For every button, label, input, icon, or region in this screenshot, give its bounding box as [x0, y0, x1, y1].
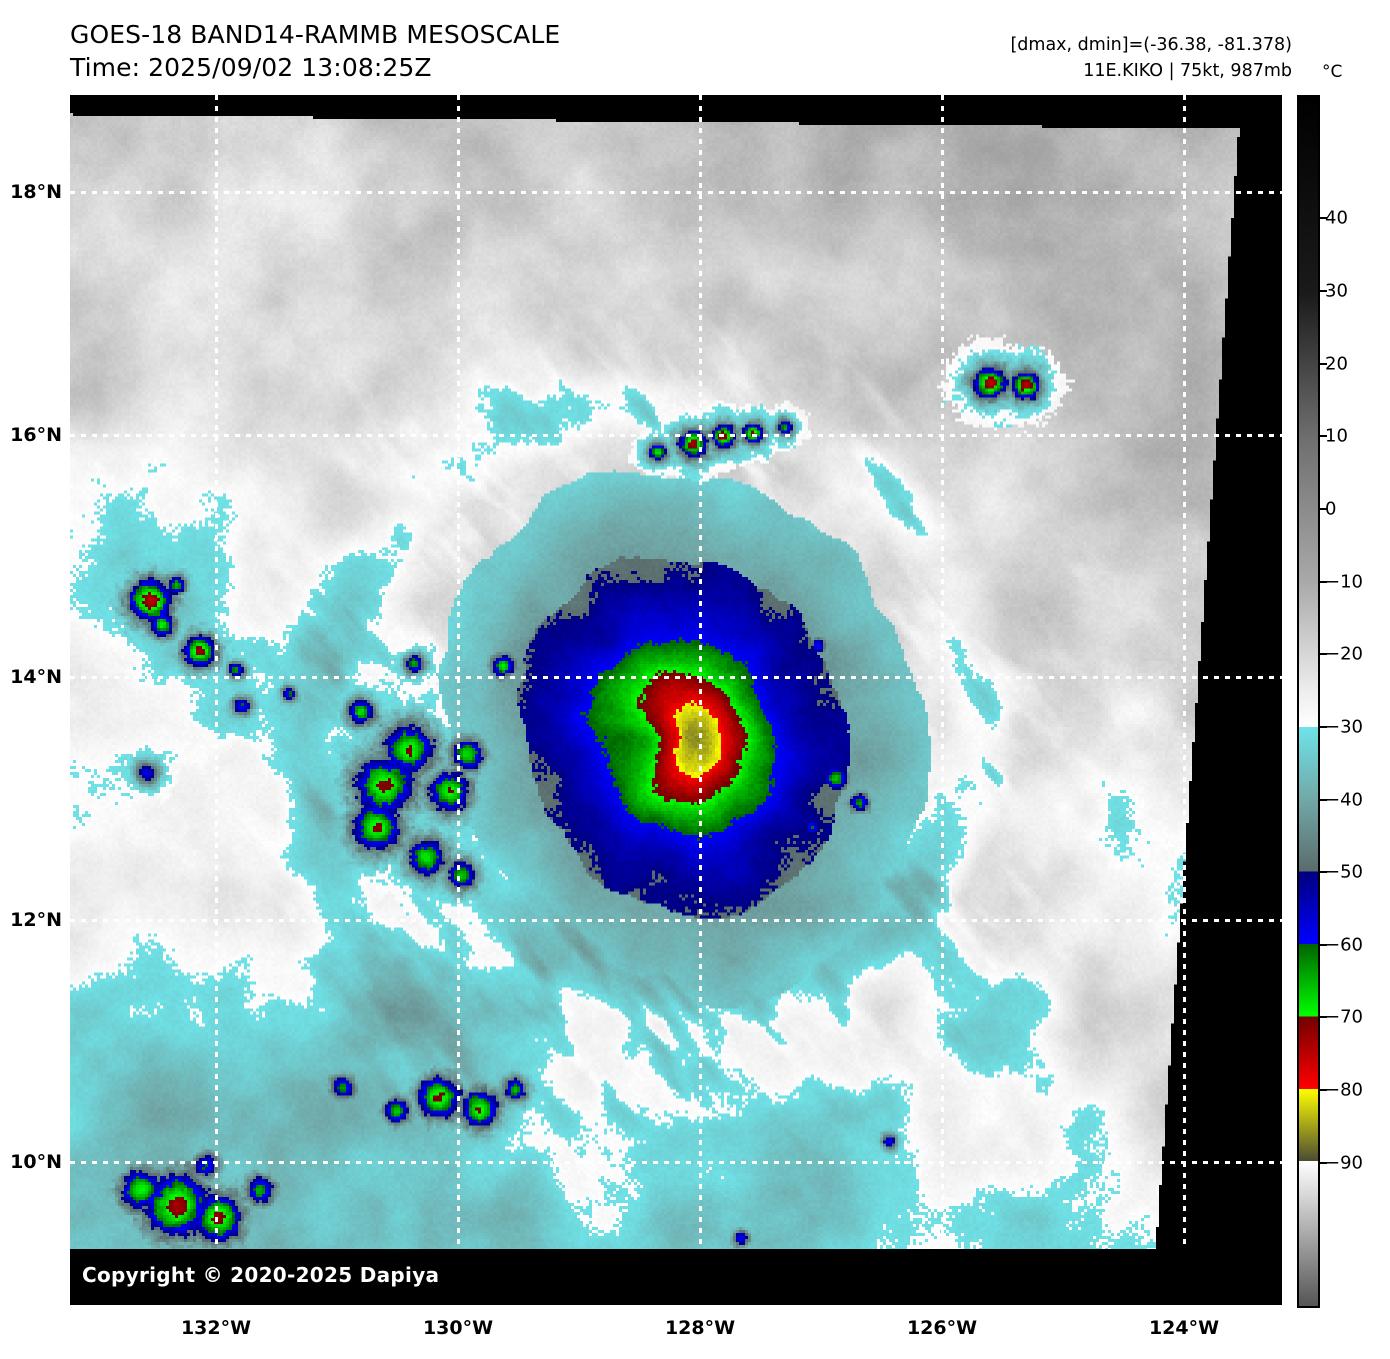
colorbar-tick-mark--10 [1320, 580, 1327, 583]
lat-tick-label-3: 12°N [10, 909, 62, 931]
colorbar-tick-mark--80 [1320, 1089, 1327, 1092]
colorbar-tick-mark-20 [1320, 362, 1327, 365]
colorbar-tick--30: −30 [1325, 716, 1363, 738]
dmax-dmin-annotation: [dmax, dmin]=(-36.38, -81.378) [1010, 35, 1292, 55]
colorbar-tick-mark--70 [1320, 1016, 1327, 1019]
colorbar-tick-mark--40 [1320, 798, 1327, 801]
colorbar-tick--80: −80 [1325, 1079, 1363, 1101]
copyright-bar: Copyright © 2020-2025 Dapiya [70, 1249, 1282, 1305]
colorbar-tick--60: −60 [1325, 934, 1363, 956]
satellite-image-plot[interactable]: Copyright © 2020-2025 Dapiya [70, 95, 1282, 1305]
colorbar-tick-30: 30 [1325, 280, 1348, 302]
gridline-lon-126 [941, 95, 944, 1305]
page-title: GOES-18 BAND14-RAMMB MESOSCALE Time: 202… [70, 18, 560, 84]
gridline-lat-10 [70, 1161, 1282, 1164]
colorbar-tick--50: −50 [1325, 861, 1363, 883]
colorbar-tick--10: −10 [1325, 571, 1363, 593]
lat-tick-label-0: 18°N [10, 181, 62, 203]
colorbar-tick-mark--90 [1320, 1161, 1327, 1164]
lon-tick-label-4: 124°W [1148, 1317, 1220, 1339]
satellite-ir-canvas [70, 95, 1282, 1305]
gridline-lat-14 [70, 676, 1282, 679]
colorbar-unit-label: °C [1322, 62, 1343, 82]
colorbar-tick-mark--50 [1320, 871, 1327, 874]
title-product-line: GOES-18 BAND14-RAMMB MESOSCALE [70, 20, 561, 49]
colorbar-tick-10: 10 [1325, 425, 1348, 447]
gridline-lon-124 [1183, 95, 1186, 1305]
gridline-lon-128 [699, 95, 702, 1305]
gridline-lon-132 [215, 95, 218, 1305]
lat-tick-label-2: 14°N [10, 666, 62, 688]
colorbar-tick-0: 0 [1325, 498, 1337, 520]
gridline-lat-16 [70, 434, 1282, 437]
colorbar-tick--20: −20 [1325, 643, 1363, 665]
lon-tick-label-0: 132°W [180, 1317, 252, 1339]
lon-tick-label-1: 130°W [422, 1317, 494, 1339]
colorbar-tick-mark-40 [1320, 217, 1327, 220]
colorbar-tick-mark--20 [1320, 653, 1327, 656]
colorbar-tick--70: −70 [1325, 1006, 1363, 1028]
colorbar-gradient [1299, 97, 1318, 1306]
colorbar-tick-mark-0 [1320, 508, 1327, 511]
colorbar-tick-mark-10 [1320, 435, 1327, 438]
lat-tick-label-4: 10°N [10, 1151, 62, 1173]
colorbar-tick-40: 40 [1325, 207, 1348, 229]
copyright-text: Copyright © 2020-2025 Dapiya [82, 1263, 440, 1287]
colorbar-tick-mark-30 [1320, 290, 1327, 293]
lon-tick-label-2: 128°W [664, 1317, 736, 1339]
colorbar-tick-20: 20 [1325, 353, 1348, 375]
colorbar-tick-mark--60 [1320, 943, 1327, 946]
title-time-line: Time: 2025/09/02 13:08:25Z [70, 53, 432, 82]
gridline-lon-130 [457, 95, 460, 1305]
colorbar-tick-mark--30 [1320, 725, 1327, 728]
gridline-lat-18 [70, 191, 1282, 194]
storm-info-annotation: 11E.KIKO | 75kt, 987mb [1083, 61, 1292, 81]
satellite-imagery-layer [70, 95, 1282, 1305]
lat-tick-label-1: 16°N [10, 424, 62, 446]
gridline-lat-12 [70, 919, 1282, 922]
colorbar-tick--40: −40 [1325, 789, 1363, 811]
annotation-block: [dmax, dmin]=(-36.38, -81.378) 11E.KIKO … [1010, 32, 1292, 84]
colorbar-tick--90: −90 [1325, 1152, 1363, 1174]
lon-tick-label-3: 126°W [906, 1317, 978, 1339]
colorbar[interactable] [1297, 95, 1320, 1308]
